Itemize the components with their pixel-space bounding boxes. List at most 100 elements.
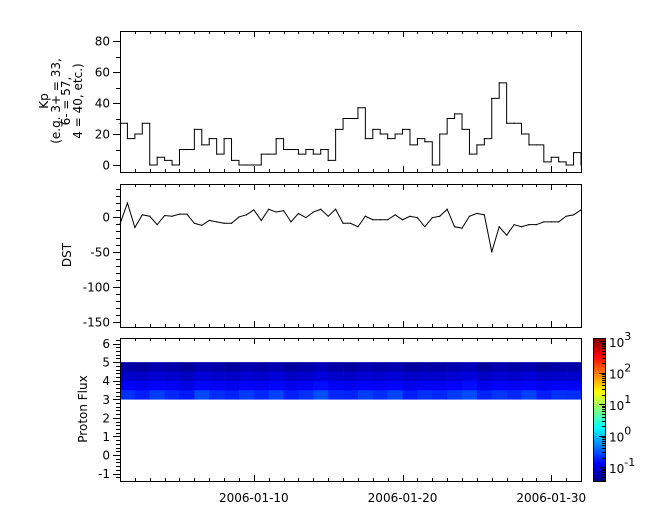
heatmap-cell	[491, 390, 507, 400]
dst-data-point	[468, 215, 471, 217]
colorbar-segment	[593, 387, 605, 391]
colorbar-segment	[593, 457, 605, 460]
heatmap-cell	[402, 380, 418, 391]
proton-flux-panel: 2006-01-10 2006-01-20 2006-01-30 -1 0 1 2 3 4 5 6	[98, 337, 586, 505]
heatmap-cell	[447, 380, 463, 391]
colorbar-segment	[593, 369, 605, 373]
heatmap-cell	[149, 371, 165, 382]
heatmap-cell	[566, 380, 582, 391]
kp-data-point	[431, 164, 433, 166]
dst-data-point	[409, 215, 411, 217]
kp-data-point	[364, 138, 366, 140]
kp-data-point	[238, 164, 240, 166]
colorbar-segment	[593, 397, 605, 400]
colorbar-segment	[593, 351, 605, 355]
heatmap-cell	[491, 380, 507, 391]
kp-data-point	[230, 159, 233, 161]
colorbar-segment	[593, 359, 605, 363]
kp-data-point	[372, 128, 374, 130]
dst-data-point	[282, 210, 285, 212]
dst-data-point	[558, 221, 560, 223]
y-tick-label: 40	[95, 97, 110, 111]
heatmap-cell	[209, 362, 225, 372]
colorbar-segment	[593, 459, 605, 462]
colorbar: 103 102 101 100 10-1	[593, 330, 635, 482]
colorbar-segment	[593, 379, 605, 383]
dst-ylabel: DST	[60, 242, 74, 267]
kp-data-point	[565, 164, 567, 166]
kp-data-point	[409, 144, 411, 146]
kp-data-point	[513, 122, 515, 124]
kp-ylabel-line: 4 = 40, etc.)	[71, 63, 85, 138]
colorbar-segment	[593, 469, 605, 472]
heatmap-cell	[357, 362, 374, 372]
colorbar-segment	[593, 381, 605, 385]
colorbar-segment	[593, 461, 605, 464]
plot-frame	[120, 184, 582, 328]
colorbar-segment	[593, 429, 605, 432]
heatmap-cell	[328, 390, 344, 400]
dst-data-point	[349, 222, 352, 224]
heatmap-cell	[224, 390, 240, 400]
heatmap-cell	[566, 371, 582, 382]
heatmap-cell	[447, 390, 463, 400]
kp-data-point	[275, 138, 277, 140]
kp-ylabel-line: 6- = 57,	[59, 77, 73, 126]
y-tick-label: 3	[102, 393, 110, 407]
colorbar-segment	[593, 479, 605, 482]
dst-data-point	[498, 226, 500, 228]
heatmap-cell	[283, 380, 299, 391]
dst-data-point	[357, 226, 359, 228]
kp-data-point	[424, 141, 426, 143]
dst-data-point	[446, 208, 448, 210]
dst-data-point	[528, 224, 530, 226]
dst-data-point	[253, 209, 255, 211]
colorbar-segment	[593, 413, 605, 416]
heatmap-cell	[551, 362, 567, 372]
heatmap-cell	[134, 362, 151, 372]
colorbar-segment	[593, 385, 605, 389]
heatmap-cell	[506, 371, 522, 382]
heatmap-cell	[521, 380, 537, 391]
heatmap-cell	[536, 390, 552, 400]
colorbar-segment	[593, 355, 605, 359]
colorbar-frame	[593, 338, 606, 482]
dst-data-point	[312, 211, 314, 213]
kp-panel: 0 20 40 60 80	[95, 31, 582, 173]
y-tick-label: 0	[102, 449, 110, 463]
kp-data-point	[506, 122, 508, 124]
plot-frame	[120, 338, 582, 482]
colorbar-tick-label: 100	[609, 425, 631, 445]
dst-data-point	[245, 214, 248, 216]
colorbar-segment	[593, 361, 605, 365]
kp-data-point	[305, 148, 307, 151]
kp-data-point	[357, 107, 359, 109]
colorbar-segment	[593, 383, 605, 387]
dst-data-point	[372, 219, 374, 221]
y-tick-label: 0	[102, 159, 110, 173]
colorbar-segment	[593, 389, 605, 393]
heatmap-cell	[238, 362, 255, 372]
kp-data-point	[468, 153, 471, 155]
colorbar-segment	[593, 473, 605, 476]
colorbar-segment	[593, 343, 605, 347]
colorbar-segment	[593, 421, 605, 424]
heatmap-cell	[402, 362, 418, 372]
kp-data-point	[216, 153, 218, 155]
heatmap-cell	[238, 390, 255, 400]
heatmap-cell	[447, 362, 463, 372]
colorbar-segment	[593, 419, 605, 422]
kp-data-point	[342, 117, 344, 120]
heatmap-cell	[179, 362, 195, 372]
heatmap-cell	[343, 390, 359, 400]
heatmap-cell	[521, 390, 537, 400]
dst-data-point	[149, 215, 151, 217]
heatmap-cell	[343, 380, 359, 391]
dst-data-point	[335, 208, 337, 210]
colorbar-segment	[593, 338, 605, 341]
y-tick-label: 1	[102, 430, 110, 444]
heatmap-cell	[506, 390, 522, 400]
kp-data-point	[201, 144, 203, 146]
